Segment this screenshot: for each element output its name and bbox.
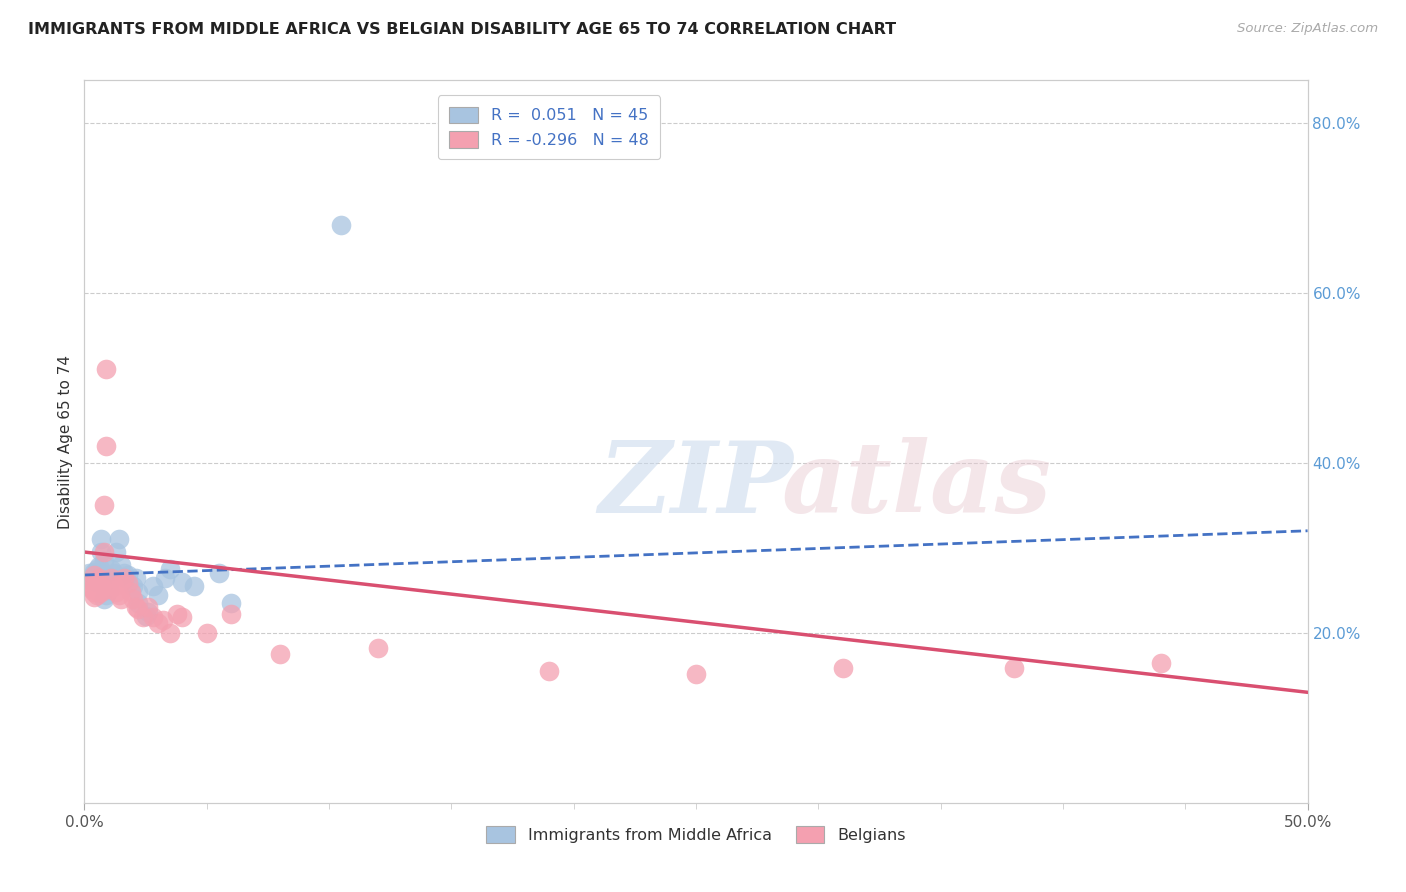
Point [110,591,132,606]
Legend: Immigrants from Middle Africa, Belgians: Immigrants from Middle Africa, Belgians [477,817,915,853]
Point [132,610,155,624]
Point [97,582,120,596]
Point [90,545,112,559]
Point [110,576,132,591]
Point [538,664,561,678]
Point [93,545,115,559]
Point [80,574,103,589]
Point [86,579,108,593]
Point [90,579,112,593]
Point [330,218,353,232]
Point [153,570,176,584]
Point [195,625,218,640]
Point [122,579,145,593]
Point [135,608,157,623]
Point [112,566,135,581]
Point [122,591,145,606]
Text: ZIP: ZIP [598,437,793,533]
Point [83,565,105,579]
Point [87,570,110,584]
Point [93,579,115,593]
Text: IMMIGRANTS FROM MIDDLE AFRICA VS BELGIAN DISABILITY AGE 65 TO 74 CORRELATION CHA: IMMIGRANTS FROM MIDDLE AFRICA VS BELGIAN… [28,22,896,37]
Point [125,600,148,615]
Point [105,545,128,559]
Point [110,558,132,572]
Text: Source: ZipAtlas.com: Source: ZipAtlas.com [1237,22,1378,36]
Point [685,666,707,681]
Point [87,583,110,598]
Point [219,607,242,621]
Point [100,562,122,576]
Point [77,566,100,581]
Point [166,607,188,621]
Point [183,579,205,593]
Point [83,590,105,604]
Point [159,562,181,576]
Point [93,553,115,567]
Point [86,574,108,589]
Point [117,576,139,591]
Point [831,661,853,675]
Point [142,579,165,593]
Point [90,533,112,547]
Point [125,570,148,584]
Text: atlas: atlas [782,437,1052,533]
Point [107,533,129,547]
Point [93,498,115,512]
Point [146,615,169,630]
Point [97,583,120,598]
Y-axis label: Disability Age 65 to 74: Disability Age 65 to 74 [58,354,73,529]
Point [86,588,108,602]
Point [146,588,169,602]
Point [86,562,108,576]
Point [96,568,118,582]
Point [97,574,120,589]
Point [87,559,110,574]
Point [136,600,159,615]
Point [269,647,291,661]
Point [87,565,110,579]
Point [83,568,105,582]
Point [93,591,115,606]
Point [127,602,149,616]
Point [208,566,231,581]
Point [159,625,181,640]
Point [96,588,118,602]
Point [80,570,103,584]
Point [83,570,105,584]
Point [103,566,125,581]
Point [172,574,194,589]
Point [219,596,242,610]
Point [80,573,103,587]
Point [107,588,129,602]
Point [86,568,108,582]
Point [83,585,105,599]
Point [172,610,194,624]
Point [96,362,118,376]
Point [127,585,149,599]
Point [100,570,122,584]
Point [87,585,110,599]
Point [136,605,159,619]
Point [83,568,105,582]
Point [105,585,128,599]
Point [142,610,165,624]
Point [77,579,100,593]
Point [152,613,174,627]
Point [120,585,142,599]
Point [86,576,108,591]
Point [127,596,149,610]
Point [90,585,112,599]
Point [80,582,103,596]
Point [115,570,138,584]
Point [367,641,389,656]
Point [90,568,112,582]
Point [96,439,118,453]
Point [87,570,110,584]
Point [1002,661,1025,675]
Point [103,579,125,593]
Point [1150,656,1173,670]
Point [112,570,135,584]
Point [117,568,139,582]
